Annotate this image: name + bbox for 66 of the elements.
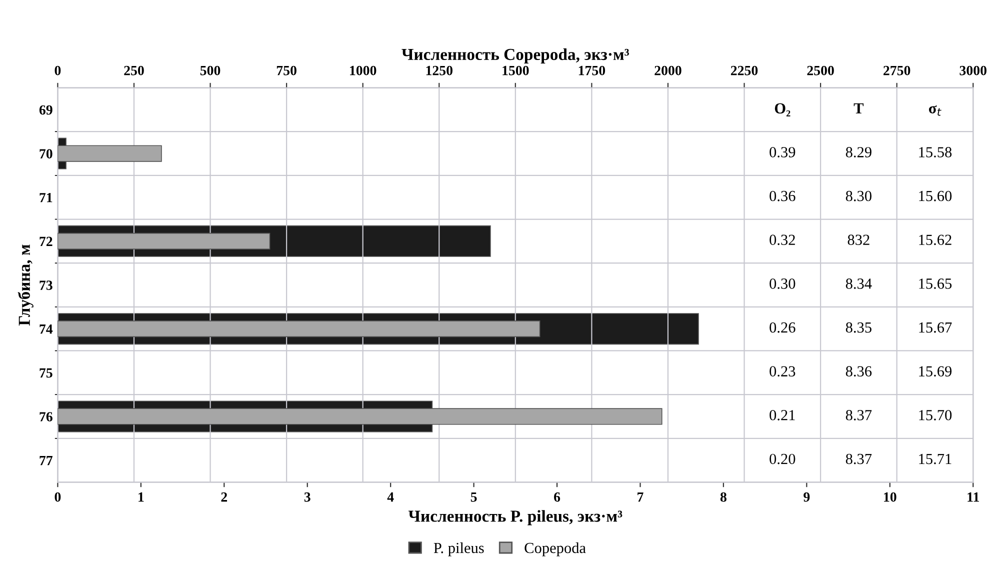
x2-tick-label: 1500	[502, 66, 529, 76]
annotation: 15.58	[919, 147, 952, 158]
y-tick-label: 72	[40, 236, 52, 246]
annotation: 8.37	[846, 454, 872, 464]
x-tick-label: 2	[221, 492, 228, 502]
x2-tick-label: 250	[124, 66, 144, 76]
annotation: 8.36	[846, 366, 872, 377]
annotation: 0.26	[770, 322, 796, 333]
annotation: 0.20	[770, 454, 796, 464]
annotation: 15.71	[919, 454, 952, 464]
x2-tick-label: 1250	[426, 66, 452, 76]
x-tick-label: 0	[54, 492, 61, 502]
x-tick-label: 10	[884, 492, 896, 502]
x-tick-label: 9	[804, 492, 810, 502]
x-axis-title: Численность P. pileus, экз·м³	[408, 510, 622, 526]
x-tick-label: 8	[720, 492, 726, 502]
annotation: 15.62	[919, 234, 952, 246]
y-tick-label: 70	[40, 149, 52, 158]
x2-tick-label: 500	[200, 66, 220, 76]
annotation: 832	[848, 234, 870, 245]
x-tick-label: 11	[968, 492, 979, 502]
x2-tick-label: 2250	[730, 66, 758, 76]
annotation: 8.34	[846, 278, 872, 289]
annotation: 15.69	[919, 366, 952, 377]
annotation: 8.35	[846, 322, 872, 333]
x2-axis-title: Численность Copepoda, экз·м³	[402, 48, 629, 64]
y-tick-label: 77	[40, 456, 53, 466]
x2-tick-label: 2000	[654, 66, 682, 76]
annotation: T	[854, 103, 864, 114]
annotation: 0.39	[770, 147, 796, 158]
annotation: 0.21	[770, 410, 795, 420]
annotation: 0.30	[770, 278, 796, 289]
annotation: 8.29	[846, 147, 872, 158]
x-tick-label: 3	[304, 492, 310, 502]
annotation: 0.23	[770, 366, 796, 377]
x2-tick-label: 1000	[350, 66, 376, 76]
x2-tick-label: 1750	[578, 66, 606, 76]
y-tick-label: 74	[40, 324, 53, 334]
annotation: σ$_{t}$	[928, 105, 942, 116]
annotation: 15.65	[919, 278, 952, 289]
x-tick-label: 7	[638, 492, 644, 502]
legend-label: P. pileus	[434, 542, 484, 556]
y-tick-label: 69	[39, 105, 52, 115]
x-tick-label: 6	[554, 492, 560, 502]
annotation: 0.32	[770, 234, 795, 246]
x-tick-label: 5	[470, 492, 477, 502]
y-tick-label: 75	[40, 368, 52, 378]
y-tick-label: 71	[40, 192, 52, 202]
x2-tick-label: 2500	[807, 66, 834, 76]
annotation: O₂	[774, 103, 790, 116]
annotation: 15.70	[919, 410, 952, 420]
y-axis-title: Глубина, м	[18, 244, 34, 326]
y-tick-label: 73	[40, 280, 52, 290]
annotation: 15.67	[919, 322, 952, 333]
x2-tick-label: 3000	[960, 66, 986, 76]
x-tick-label: 1	[138, 492, 144, 502]
legend-label: Copepoda	[524, 542, 586, 556]
y-tick-label: 76	[40, 412, 52, 422]
annotation: 8.30	[846, 190, 872, 202]
x-tick-label: 4	[387, 492, 394, 502]
annotation: 8.37	[846, 410, 872, 420]
annotation: 0.36	[770, 190, 796, 202]
x2-tick-label: 0	[54, 66, 61, 76]
annotation: 15.60	[919, 190, 952, 202]
x2-tick-label: 2750	[884, 66, 910, 76]
x2-tick-label: 750	[276, 66, 296, 76]
